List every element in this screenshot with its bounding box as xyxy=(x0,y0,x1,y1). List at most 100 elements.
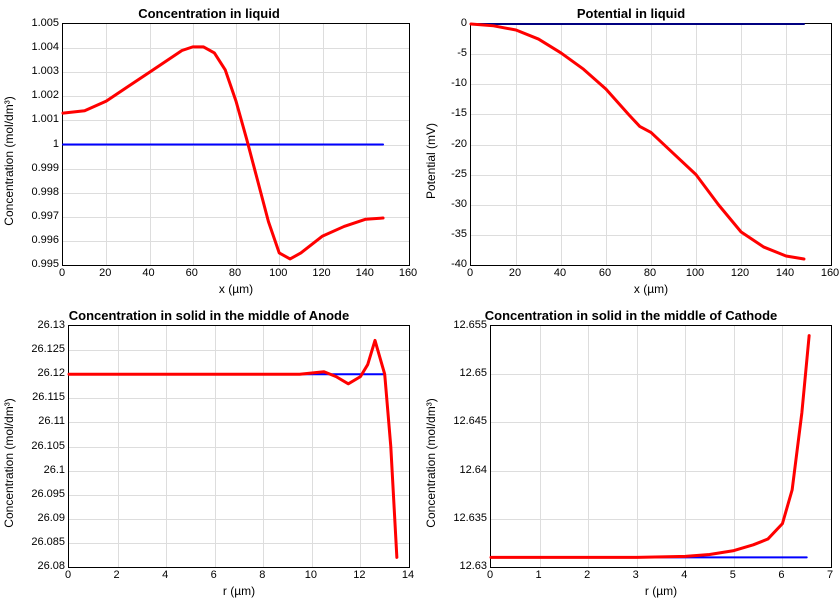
ytick: 12.64 xyxy=(459,464,487,476)
plot-col: 020406080100120140160x (µm) xyxy=(62,23,410,298)
ytick-col: -40 -35 -30 -25 -20 -15 -10 -5 0 xyxy=(440,23,470,298)
xtick: 80 xyxy=(229,267,241,279)
xtick: 160 xyxy=(821,267,839,279)
series-svg xyxy=(63,24,409,265)
xtick: 6 xyxy=(211,569,217,581)
ytick: 26.13 xyxy=(37,319,65,331)
ylabel-wrap: Concentration (mol/dm³) xyxy=(0,23,18,298)
ylabel: Concentration (mol/dm³) xyxy=(424,398,438,527)
series-svg xyxy=(471,24,831,265)
xtick: 20 xyxy=(99,267,111,279)
series-line xyxy=(63,47,383,259)
xtick: 6 xyxy=(778,569,784,581)
ylabel: Concentration (mol/dm³) xyxy=(2,398,16,527)
ytick: 26.105 xyxy=(31,440,65,452)
chart-body: Potential (mV)-40 -35 -30 -25 -20 -15 -10 -5 00 2… xyxy=(422,23,840,298)
ylabel-wrap: Concentration (mol/dm³) xyxy=(0,325,18,600)
ylabel: Potential (mV) xyxy=(424,122,438,198)
ytick: -30 xyxy=(451,198,467,210)
xtick: 120 xyxy=(312,267,330,279)
xtick: 60 xyxy=(186,267,198,279)
ytick: 1.005 xyxy=(31,17,59,29)
chart-body: Concentration (mol/dm³) 0.995 0.996 0.997 0.… xyxy=(0,23,418,298)
series-line xyxy=(491,336,809,558)
xtick: 0 xyxy=(59,267,65,279)
xtick: 4 xyxy=(681,569,687,581)
ytick: -35 xyxy=(451,228,467,240)
ytick: 26.08 xyxy=(37,560,65,572)
ylabel: Concentration (mol/dm³) xyxy=(2,96,16,225)
ytick: 0.997 xyxy=(31,210,59,222)
xtick: 12 xyxy=(353,569,365,581)
xtick-row: 020406080100120140160 xyxy=(62,266,410,282)
ytick: 26.12 xyxy=(37,367,65,379)
series-line xyxy=(471,24,804,259)
xtick: 2 xyxy=(584,569,590,581)
ytick: 12.635 xyxy=(453,512,487,524)
series-svg xyxy=(69,326,409,567)
ytick: -5 xyxy=(457,47,467,59)
chart-panel-tl: Concentration in liquid Concentration (mo… xyxy=(0,0,418,298)
xtick: 160 xyxy=(399,267,417,279)
ytick: 0.998 xyxy=(31,186,59,198)
ytick: 12.63 xyxy=(459,560,487,572)
ytick: 12.645 xyxy=(453,415,487,427)
xtick: 2 xyxy=(114,569,120,581)
ytick: 1.002 xyxy=(31,89,59,101)
ytick: 0.995 xyxy=(31,258,59,270)
xtick: 0 xyxy=(487,569,493,581)
ylabel-wrap: Concentration (mol/dm³) xyxy=(422,325,440,600)
xtick-row: 02468101214 xyxy=(68,568,410,584)
plot-area xyxy=(62,23,410,266)
ytick: 26.115 xyxy=(32,391,65,403)
xlabel: x (µm) xyxy=(470,282,832,298)
ytick: -15 xyxy=(451,107,467,119)
ytick: -10 xyxy=(451,77,467,89)
ytick: 12.65 xyxy=(459,367,487,379)
ylabel-wrap: Potential (mV) xyxy=(422,23,440,298)
xtick: 10 xyxy=(305,569,317,581)
chart-title: Potential in liquid xyxy=(422,6,840,21)
ytick: 0.996 xyxy=(31,234,59,246)
xtick: 120 xyxy=(731,267,749,279)
chart-grid: Concentration in liquid Concentration (mo… xyxy=(0,0,840,600)
ytick: 26.11 xyxy=(38,415,65,427)
right-pad xyxy=(410,325,418,600)
xtick: 140 xyxy=(776,267,794,279)
xtick: 8 xyxy=(259,569,265,581)
xtick: 100 xyxy=(269,267,287,279)
plot-area xyxy=(470,23,832,266)
ytick: 1.001 xyxy=(31,113,59,125)
ytick: 26.085 xyxy=(31,536,65,548)
ytick: 0 xyxy=(461,17,467,29)
ytick: 12.655 xyxy=(453,319,487,331)
xtick: 40 xyxy=(554,267,566,279)
xtick: 3 xyxy=(633,569,639,581)
series-line xyxy=(69,340,397,557)
chart-panel-br: Concentration in solid in the middle of … xyxy=(422,302,840,600)
right-pad xyxy=(832,325,840,600)
ytick-col: 26.0826.08526.0926.09526.126.10526.1126.… xyxy=(18,325,68,600)
series-svg xyxy=(491,326,831,567)
ytick: 26.125 xyxy=(31,343,65,355)
plot-area xyxy=(68,325,410,568)
right-pad xyxy=(410,23,418,298)
xtick: 20 xyxy=(509,267,521,279)
xtick: 14 xyxy=(402,569,414,581)
xtick-row: 01234567 xyxy=(490,568,832,584)
chart-body: Concentration (mol/dm³) 12.63 12.635 12.64 1… xyxy=(422,325,840,600)
plot-col: 02468101214r (µm) xyxy=(68,325,410,600)
xtick: 100 xyxy=(686,267,704,279)
xtick: 1 xyxy=(536,569,542,581)
xtick: 60 xyxy=(599,267,611,279)
ytick: 0.999 xyxy=(31,162,59,174)
ytick: 1.004 xyxy=(31,41,59,53)
chart-title: Concentration in liquid xyxy=(0,6,418,21)
ytick: -40 xyxy=(451,258,467,270)
ytick: -25 xyxy=(451,168,467,180)
ytick: -20 xyxy=(451,138,467,150)
xtick: 40 xyxy=(142,267,154,279)
ytick-col: 12.6312.63512.6412.64512.6512.655 xyxy=(440,325,490,600)
xtick: 0 xyxy=(65,569,71,581)
xtick: 0 xyxy=(467,267,473,279)
